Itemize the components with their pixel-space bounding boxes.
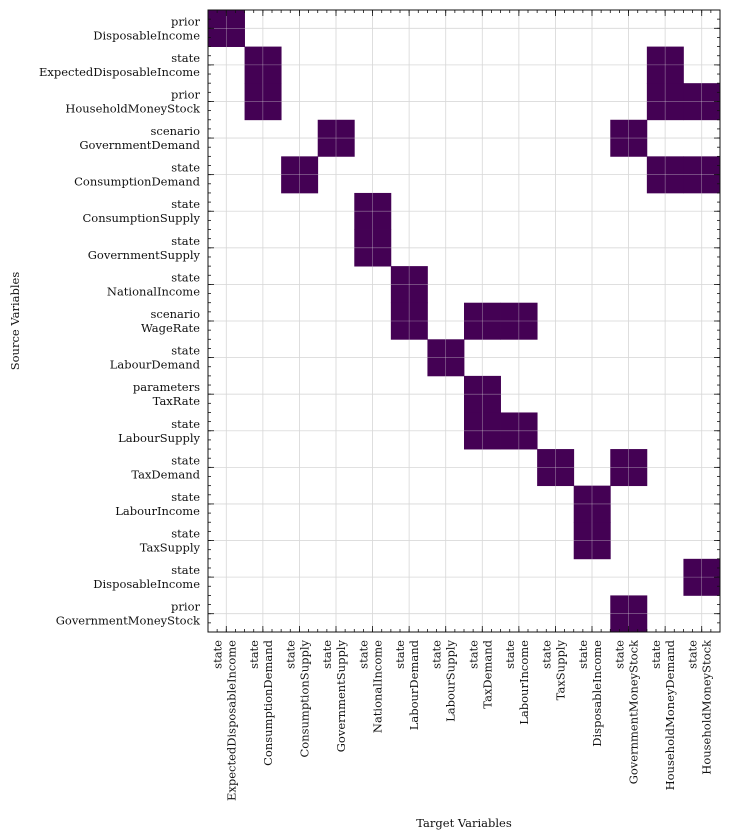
x-tick-label-consumption-demand: ConsumptionDemand	[261, 639, 275, 766]
x-tick-label-expected-disposable-income: ExpectedDisposableIncome	[224, 640, 238, 801]
heatmap-cells	[208, 10, 721, 633]
x-tick-label-labour-demand: LabourDemand	[407, 639, 421, 730]
y-tick-label-prefix: state	[171, 161, 200, 175]
x-tick-label-prefix: state	[576, 640, 590, 669]
y-tick-label-disposable-income: DisposableIncome	[93, 28, 200, 42]
x-tick-labels: state ExpectedDisposableIncome state Consum…	[210, 639, 713, 801]
y-tick-label-national-income: NationalIncome	[107, 284, 200, 298]
x-tick-label-prefix: state	[210, 640, 224, 669]
x-tick-label-government-supply: GovernmentSupply	[334, 640, 348, 753]
x-axis-title: Target Variables	[416, 816, 512, 830]
y-tick-label-prefix: prior	[171, 600, 200, 614]
x-tick-label-prefix: state	[649, 640, 663, 669]
x-tick-label-tax-supply: TaxSupply	[553, 640, 567, 701]
x-tick-label-disposable-income: DisposableIncome	[590, 640, 604, 747]
y-tick-label-prefix: scenario	[150, 124, 200, 138]
x-tick-label-prefix: state	[357, 640, 371, 669]
x-tick-label-prefix: state	[466, 640, 480, 669]
axis-ticks	[207, 9, 721, 633]
x-tick-label-government-money-stock: GovernmentMoneyStock	[627, 639, 641, 784]
y-tick-label-labour-demand: LabourDemand	[110, 358, 201, 372]
y-tick-label-government-supply: GovernmentSupply	[88, 248, 201, 262]
y-tick-label-prefix: parameters	[133, 380, 200, 394]
y-tick-label-government-money-stock: GovernmentMoneyStock	[56, 614, 201, 628]
y-tick-label-prefix: state	[171, 234, 200, 248]
x-tick-label-household-money-stock: HouseholdMoneyStock	[700, 639, 714, 775]
y-tick-label-household-money-stock: HouseholdMoneyStock	[65, 101, 201, 115]
y-tick-label-prefix: state	[171, 453, 200, 467]
y-tick-label-prefix: state	[171, 270, 200, 284]
x-tick-label-prefix: state	[430, 640, 444, 669]
y-tick-label-prefix: state	[171, 51, 200, 65]
y-tick-label-labour-income: LabourIncome	[115, 504, 200, 518]
x-tick-label-labour-income: LabourIncome	[517, 640, 531, 725]
y-tick-label-prefix: state	[171, 563, 200, 577]
x-tick-label-prefix: state	[320, 640, 334, 669]
y-tick-label-consumption-supply: ConsumptionSupply	[82, 211, 200, 225]
x-tick-label-national-income: NationalIncome	[371, 640, 385, 733]
x-tick-label-prefix: state	[503, 640, 517, 669]
y-tick-label-tax-demand: TaxDemand	[131, 467, 200, 481]
x-tick-label-consumption-supply: ConsumptionSupply	[297, 639, 311, 757]
y-tick-label-prefix: scenario	[150, 307, 200, 321]
x-tick-label-prefix: state	[247, 640, 261, 669]
y-tick-label-expected-disposable-income: ExpectedDisposableIncome	[39, 65, 200, 79]
y-tick-label-labour-supply: LabourSupply	[118, 431, 200, 445]
x-tick-label-prefix: state	[393, 640, 407, 669]
y-tick-label-prefix: state	[171, 490, 200, 504]
y-tick-labels: priorDisposableIncomestateExpectedDispos…	[39, 14, 201, 627]
x-tick-label-household-money-demand: HouseholdMoneyDemand	[663, 639, 677, 790]
y-tick-label-prefix: state	[171, 344, 200, 358]
y-tick-label-prefix: prior	[171, 87, 200, 101]
y-tick-label-tax-supply: TaxSupply	[140, 541, 201, 555]
x-tick-label-prefix: state	[686, 640, 700, 669]
y-axis-title: Source Variables	[8, 272, 22, 371]
y-tick-label-prefix: prior	[171, 14, 200, 28]
y-tick-label-consumption-demand: ConsumptionDemand	[74, 175, 201, 189]
x-tick-label-tax-demand: TaxDemand	[480, 639, 494, 708]
y-tick-label-tax-rate: TaxRate	[153, 394, 201, 408]
y-tick-label-prefix: state	[171, 197, 200, 211]
x-tick-label-prefix: state	[283, 640, 297, 669]
y-tick-label-prefix: state	[171, 417, 200, 431]
y-tick-label-prefix: state	[171, 527, 200, 541]
x-tick-label-labour-supply: LabourSupply	[444, 640, 458, 722]
x-tick-label-prefix: state	[613, 640, 627, 669]
y-tick-label-government-demand: GovernmentDemand	[79, 138, 200, 152]
y-tick-label-wage-rate: WageRate	[141, 321, 200, 335]
x-tick-label-prefix: state	[539, 640, 553, 669]
y-tick-label-disposable-income: DisposableIncome	[93, 577, 200, 591]
